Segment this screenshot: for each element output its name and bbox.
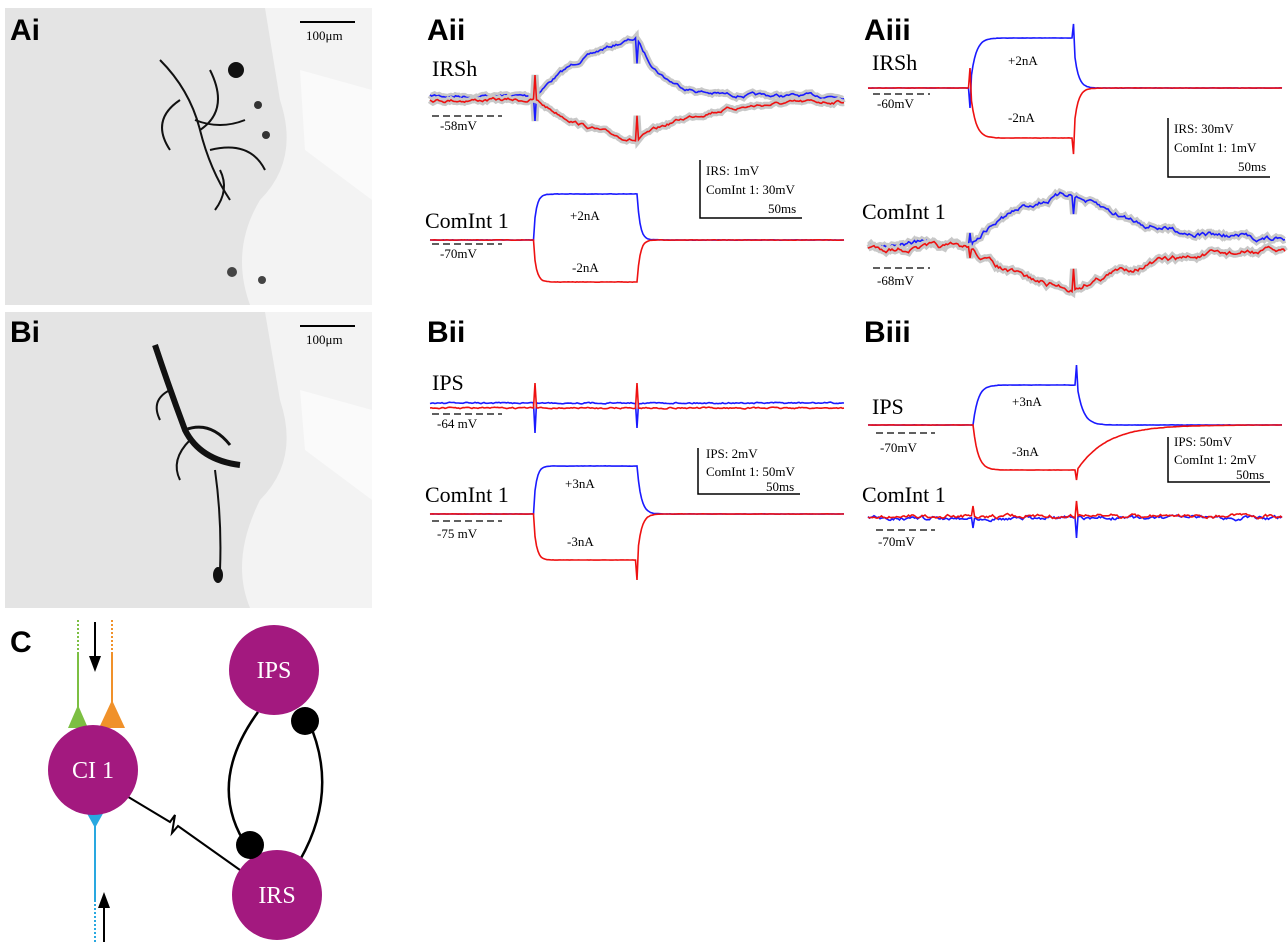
- panel-label: Aiii: [864, 14, 911, 47]
- scale-label: IRS: 30mV: [1174, 121, 1234, 136]
- trace-name: ComInt 1: [425, 482, 509, 507]
- current-label: +3nA: [565, 476, 595, 491]
- current-label: -3nA: [1012, 444, 1039, 459]
- photo-bi: [5, 312, 372, 608]
- current-label: -2nA: [1008, 110, 1035, 125]
- scale-label: 50ms: [1236, 467, 1264, 482]
- trace: [430, 514, 844, 580]
- trace: [430, 38, 844, 121]
- trace: [430, 383, 844, 409]
- rest-label: -70mV: [880, 440, 917, 455]
- rest-dashes: [432, 94, 935, 530]
- panel-label: C: [10, 626, 32, 659]
- panel-label: Ai: [10, 14, 40, 47]
- scale-label: IPS: 2mV: [706, 446, 758, 461]
- panel-label: Biii: [864, 316, 911, 349]
- trace-name: ComInt 1: [862, 199, 946, 224]
- trace-name: ComInt 1: [425, 208, 509, 233]
- rest-label: -60mV: [877, 96, 914, 111]
- scale-label: ComInt 1: 2mV: [1174, 452, 1257, 467]
- photo-ai: [5, 8, 372, 305]
- scale-label: ComInt 1: 30mV: [706, 182, 795, 197]
- trace-name: IPS: [872, 394, 904, 419]
- rest-label: -64 mV: [437, 416, 478, 431]
- scale-label: IPS: 50mV: [1174, 434, 1233, 449]
- scale-label: 100μm: [306, 332, 343, 347]
- traces: [430, 24, 1285, 580]
- rest-label: -58mV: [440, 118, 477, 133]
- scale-label: IRS: 1mV: [706, 163, 760, 178]
- trace: [868, 365, 1282, 425]
- trace-name: ComInt 1: [862, 482, 946, 507]
- current-label: +2nA: [570, 208, 600, 223]
- diagram: IPS CI 1 IRS: [48, 620, 322, 942]
- current-label: -3nA: [567, 534, 594, 549]
- rest-label: -68mV: [877, 273, 914, 288]
- node-label: IPS: [257, 658, 292, 684]
- current-label: +2nA: [1008, 53, 1038, 68]
- panel-label: Bi: [10, 316, 40, 349]
- trace-name: IRSh: [432, 56, 477, 81]
- panel-label: Aii: [427, 14, 465, 47]
- panel-label: Bii: [427, 316, 465, 349]
- scale-label: ComInt 1: 50mV: [706, 464, 795, 479]
- scale-label: 50ms: [766, 479, 794, 494]
- trace: [430, 240, 844, 282]
- trace-name: IRSh: [872, 50, 917, 75]
- current-label: +3nA: [1012, 394, 1042, 409]
- figure: 100μm 100μm Ai Bi Aii Aiii Bii Biii C IR…: [0, 0, 1288, 942]
- rest-label: -75 mV: [437, 526, 478, 541]
- scale-label: 50ms: [768, 201, 796, 216]
- node-label: CI 1: [72, 758, 114, 784]
- trace-name: IPS: [432, 370, 464, 395]
- rest-label: -70mV: [878, 534, 915, 549]
- trace: [868, 242, 1285, 292]
- trace: [430, 75, 844, 141]
- scale-label: 50ms: [1238, 159, 1266, 174]
- current-label: -2nA: [572, 260, 599, 275]
- node-label: IRS: [258, 883, 295, 909]
- scale-label: 100μm: [306, 28, 343, 43]
- rest-label: -70mV: [440, 246, 477, 261]
- scale-label: ComInt 1: 1mV: [1174, 140, 1257, 155]
- trace: [868, 24, 1282, 108]
